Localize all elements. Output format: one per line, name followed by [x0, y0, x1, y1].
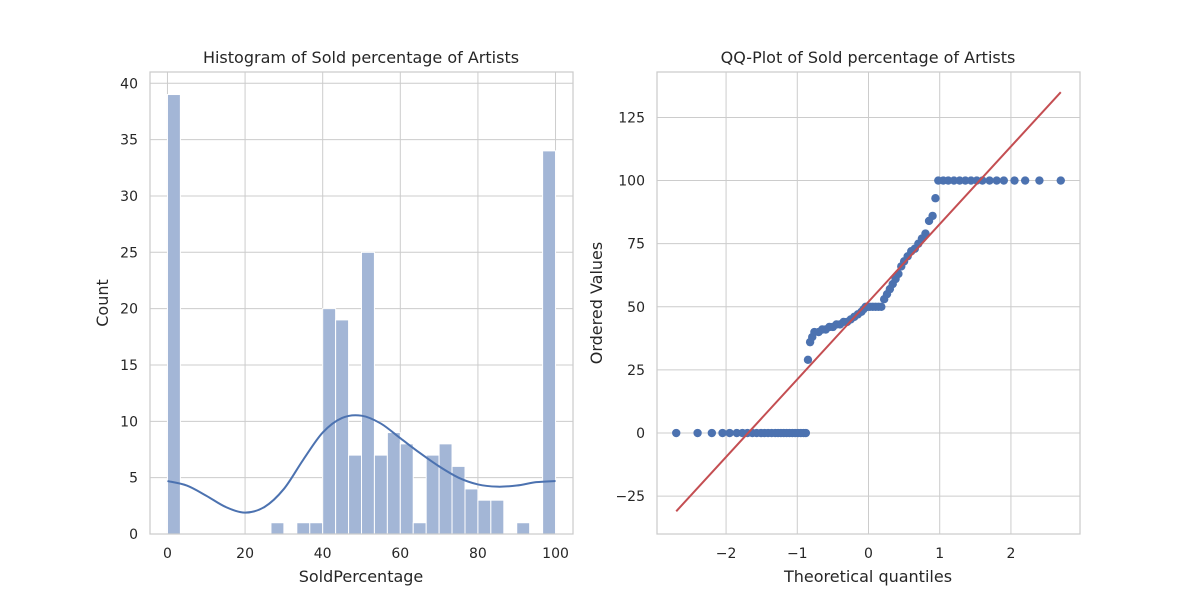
- histogram-bar: [348, 454, 362, 535]
- qq-point: [1035, 176, 1044, 185]
- qq-plot-y-tick-labels: −25 0 25 50 75 100 125: [615, 110, 645, 505]
- qq-plot-y-tick-label: −25: [615, 489, 645, 505]
- qq-point: [1020, 176, 1030, 185]
- qq-fit-line: [675, 91, 1062, 512]
- histogram-x-tick-labels: 0 20 40 60 80 100: [163, 546, 569, 562]
- histogram-frame: [149, 71, 574, 535]
- histogram-bar: [399, 443, 414, 535]
- qq-point: [921, 229, 930, 238]
- histogram-x-tick-label: 80: [469, 546, 487, 562]
- histogram-bar: [477, 499, 492, 535]
- histogram-y-tick-label: 40: [120, 76, 138, 92]
- qq-point: [1056, 176, 1065, 185]
- histogram-y-tick-label: 0: [129, 527, 138, 543]
- histogram-x-tick-label: 100: [542, 546, 569, 562]
- histogram-bar: [451, 465, 466, 535]
- qq-point: [801, 428, 811, 438]
- histogram-bar: [542, 150, 557, 535]
- histogram-bar: [322, 308, 337, 535]
- qq-plot-x-tick-label: 0: [864, 546, 873, 562]
- histogram-x-tick-label: 0: [163, 546, 172, 562]
- histogram-bar: [425, 454, 440, 535]
- qq-plot-x-tick-label: −2: [716, 546, 737, 562]
- qq-point: [992, 176, 1001, 185]
- histogram-y-tick-label: 20: [120, 302, 138, 318]
- qq-plot-x-tick-label: 2: [1006, 546, 1015, 562]
- qq-plot-points: [672, 176, 1065, 438]
- qq-point: [928, 211, 937, 221]
- histogram-y-tick-label: 10: [120, 414, 138, 430]
- qq-plot-y-tick-label: 25: [627, 363, 645, 379]
- qq-plot-y-tick-label: 0: [636, 426, 645, 442]
- histogram-y-tick-label: 5: [129, 471, 138, 487]
- histogram-y-tick-label: 25: [120, 245, 138, 261]
- qq-point: [1010, 176, 1019, 185]
- histogram-bar: [296, 522, 311, 535]
- histogram-x-tick-label: 20: [236, 546, 254, 562]
- qq-point: [803, 355, 813, 365]
- histogram-bar: [438, 443, 453, 535]
- qq-plot-x-tick-labels: −2 −1 0 1 2: [716, 546, 1016, 562]
- histogram-x-tick-label: 60: [391, 546, 409, 562]
- qq-point: [672, 428, 681, 438]
- histogram-y-tick-label: 15: [120, 358, 138, 374]
- histogram-y-tick-labels: 0 5 10 15 20 25 30 35 40: [120, 76, 138, 543]
- qq-plot-x-axis-label: Theoretical quantiles: [783, 567, 952, 586]
- qq-point: [718, 428, 727, 438]
- histogram-bar: [270, 522, 285, 535]
- histogram-bar: [335, 319, 350, 535]
- histogram-bar: [309, 522, 324, 535]
- qq-plot-x-tick-label: 1: [935, 546, 944, 562]
- histogram-bar: [373, 454, 388, 535]
- qq-point: [707, 428, 717, 438]
- histogram-x-tick-label: 40: [314, 546, 332, 562]
- qq-plot-title: QQ-Plot of Sold percentage of Artists: [721, 48, 1016, 67]
- histogram-bar: [361, 251, 375, 535]
- qq-plot-x-tick-label: −1: [787, 546, 808, 562]
- histogram-bar: [490, 499, 505, 535]
- qq-point: [999, 176, 1009, 185]
- histogram-title: Histogram of Sold percentage of Artists: [203, 48, 519, 67]
- histogram-panel: 0 20 40 60 80 100 0 5 10 15 20 25 30 35 40 Histogram …: [93, 48, 574, 586]
- qq-point: [877, 302, 886, 311]
- qq-plot-frame: [656, 71, 1081, 535]
- histogram-bar: [464, 488, 479, 535]
- qq-plot-y-tick-label: 125: [618, 110, 645, 126]
- qq-point: [931, 194, 940, 203]
- qq-point: [725, 428, 734, 438]
- qq-plot-y-axis-label: Ordered Values: [587, 242, 606, 364]
- qq-plot-y-tick-label: 100: [618, 174, 645, 190]
- histogram-bar: [412, 522, 427, 535]
- histogram-bar: [516, 522, 531, 535]
- histogram-y-axis-label: Count: [93, 279, 112, 327]
- histogram-bar: [166, 94, 181, 535]
- histogram-y-tick-label: 30: [120, 189, 138, 205]
- qq-plot-panel: −2 −1 0 1 2 −25 0 25 50 75 100 125 QQ-Plot of Sold…: [587, 48, 1081, 586]
- qq-point: [693, 428, 702, 438]
- kde-curve: [167, 414, 556, 514]
- histogram-bar: [386, 432, 401, 535]
- qq-plot-y-tick-label: 50: [627, 300, 645, 316]
- histogram-y-tick-label: 35: [120, 133, 138, 149]
- histogram-x-axis-label: SoldPercentage: [299, 567, 424, 586]
- qq-plot-y-tick-label: 75: [627, 237, 645, 253]
- qq-point: [985, 176, 994, 185]
